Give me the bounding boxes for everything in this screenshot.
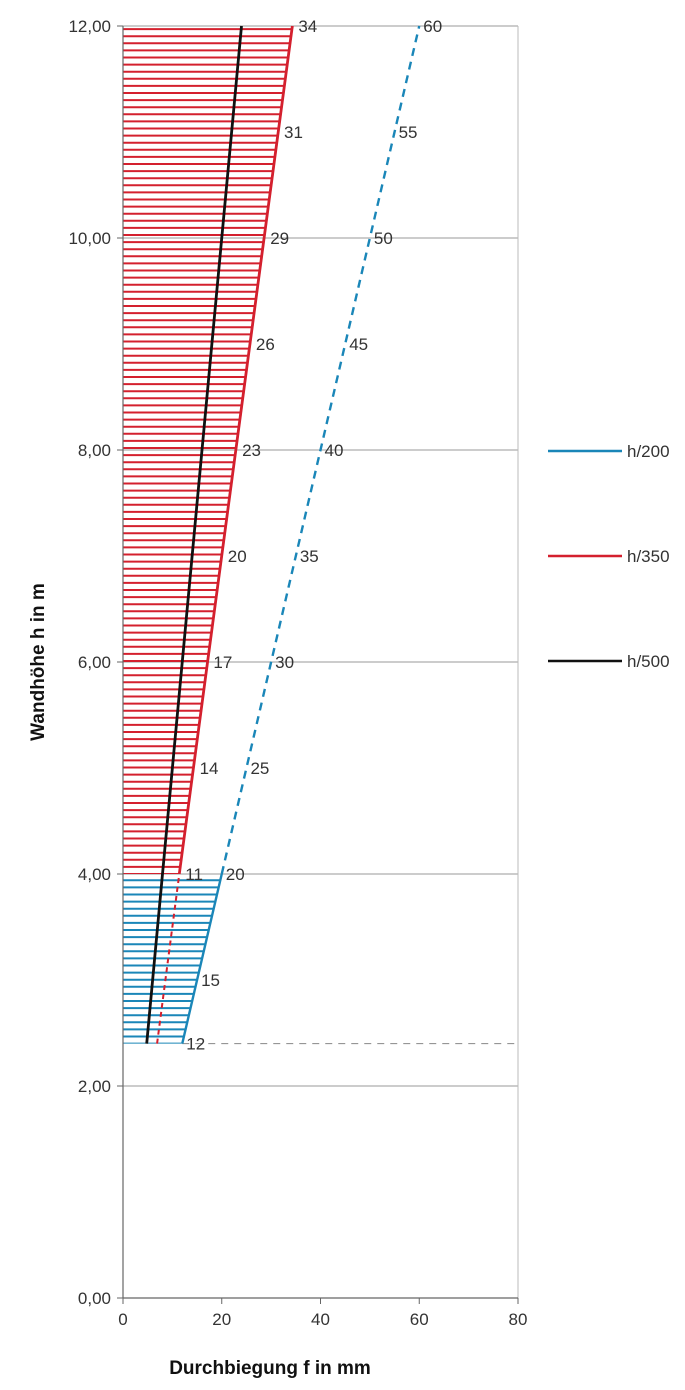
x-axis-title: Durchbiegung f in mm [169, 1358, 371, 1379]
annotation-h350-1: 14 [200, 759, 219, 778]
tick-labels: 0,00 2,00 4,00 6,00 8,00 10,00 12,00 0 20 40 60 80 [68, 17, 527, 1329]
series-h350-dashed [156, 873, 181, 1044]
annotation-h350-8: 34 [298, 17, 317, 36]
annotation-h200-0: 12 [186, 1035, 205, 1054]
hatch-h350 [123, 28, 293, 874]
legend-label-0: h/200 [627, 442, 670, 461]
y-tick-label-0: 0,00 [78, 1289, 111, 1308]
annotation-h200-5: 35 [300, 547, 319, 566]
series-h350-solid [177, 25, 294, 875]
annotation-h200-6: 40 [325, 441, 344, 460]
axes [117, 25, 519, 1304]
series-h200-dashed [220, 25, 421, 875]
annotation-h350-2: 17 [213, 653, 232, 672]
annotations: 12 15 20 25 30 35 40 45 50 55 60 11 14 17 20 23 26 29 31 34 [185, 17, 442, 1054]
series-h200-solid [181, 873, 223, 1044]
annotation-h200-9: 55 [399, 123, 418, 142]
x-tick-label-0: 0 [118, 1310, 127, 1329]
legend-label-1: h/350 [627, 547, 670, 566]
y-axis-title: Wandhöhe h in m [28, 583, 49, 741]
annotation-h350-0: 11 [185, 865, 203, 884]
x-tick-label-3: 60 [410, 1310, 429, 1329]
annotation-h200-1: 15 [201, 971, 220, 990]
y-tick-label-5: 10,00 [68, 229, 111, 248]
legend-label-2: h/500 [627, 652, 670, 671]
annotation-h200-7: 45 [349, 335, 368, 354]
y-tick-label-4: 8,00 [78, 441, 111, 460]
y-tick-label-1: 2,00 [78, 1077, 111, 1096]
x-tick-label-2: 40 [311, 1310, 330, 1329]
y-tick-label-6: 12,00 [68, 17, 111, 36]
annotation-h350-3: 20 [228, 547, 247, 566]
annotation-h200-10: 60 [423, 17, 442, 36]
x-tick-label-1: 20 [212, 1310, 231, 1329]
series-h500 [145, 25, 243, 1044]
series-lines [145, 25, 421, 1044]
annotation-h200-2: 20 [226, 865, 245, 884]
hatch-h200 [123, 879, 222, 1044]
annotation-h200-4: 30 [275, 653, 294, 672]
annotation-h350-4: 23 [242, 441, 261, 460]
y-tick-label-3: 6,00 [78, 653, 111, 672]
annotation-h350-7: 31 [284, 123, 303, 142]
annotation-h350-6: 29 [270, 229, 289, 248]
legend: h/200 h/350 h/500 [548, 442, 670, 671]
annotation-h350-5: 26 [256, 335, 275, 354]
annotation-h200-8: 50 [374, 229, 393, 248]
x-tick-label-4: 80 [509, 1310, 528, 1329]
annotation-h200-3: 25 [250, 759, 269, 778]
y-tick-label-2: 4,00 [78, 865, 111, 884]
hatched-regions [123, 28, 293, 1044]
